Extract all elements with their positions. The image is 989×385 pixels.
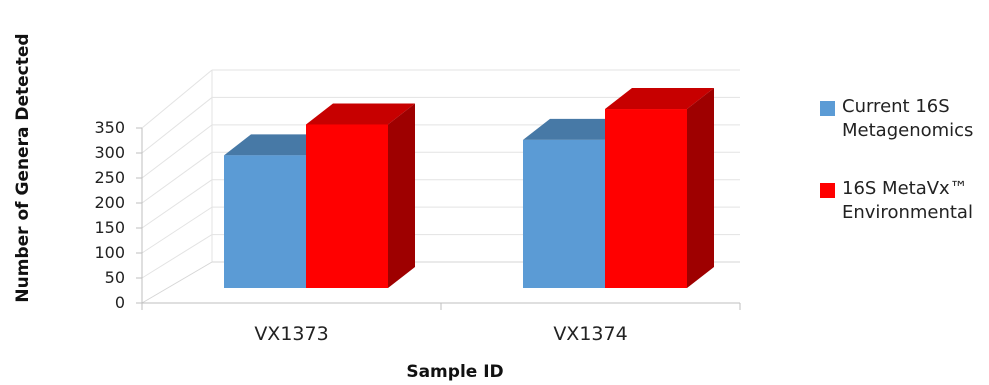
- y-axis-title: Number of Genera Detected: [13, 33, 33, 302]
- gridline-side-250: [141, 124, 213, 179]
- bars: [224, 88, 714, 289]
- legend-swatch-metavx: [820, 183, 835, 198]
- bar-side-16s-metavx-environmental-vx1373: [388, 103, 415, 288]
- bar-front-current-16s-metagenomics-vx1373: [224, 155, 306, 288]
- y-tick-label-0: 0: [115, 293, 125, 312]
- y-tick-label-150: 150: [94, 218, 125, 237]
- gridline-side-300: [141, 97, 213, 154]
- legend-item-metavx: 16S MetaVx™ Environmental: [820, 177, 985, 225]
- bar-top-16s-metavx-environmental-vx1373: [306, 103, 415, 125]
- y-tick-label-50: 50: [105, 268, 125, 287]
- floor-edge: [141, 261, 213, 304]
- bar-front-current-16s-metagenomics-vx1374: [523, 139, 605, 288]
- gridline-side-200: [141, 151, 213, 204]
- gridline-side-350: [141, 69, 213, 129]
- bar-16s-metavx-environmental-vx1374: [605, 88, 714, 289]
- bar-side-16s-metavx-environmental-vx1374: [687, 88, 714, 289]
- legend-label-current-16s: Current 16S Metagenomics: [842, 96, 974, 141]
- x-tick-label-vx1374: VX1374: [553, 323, 627, 345]
- bar-front-16s-metavx-environmental-vx1373: [306, 124, 388, 288]
- y-tick-label-100: 100: [94, 243, 125, 262]
- bar-front-16s-metavx-environmental-vx1374: [605, 109, 687, 289]
- bar-top-current-16s-metagenomics-vx1374: [523, 118, 632, 140]
- legend-item-current-16s: Current 16S Metagenomics: [820, 95, 985, 143]
- gridline-side-150: [141, 179, 213, 229]
- legend: Current 16S Metagenomics 16S MetaVx™ Env…: [820, 95, 985, 259]
- axis-labels: 0 50 100 150 200 250 300 350 VX1373 VX1374 Sample …: [13, 33, 628, 382]
- x-axis-title: Sample ID: [406, 362, 503, 382]
- gridline-side-100: [141, 206, 213, 254]
- x-tick-label-vx1373: VX1373: [254, 323, 328, 345]
- legend-swatch-current-16s: [820, 101, 835, 116]
- bar-16s-metavx-environmental-vx1373: [306, 103, 415, 288]
- bar-top-16s-metavx-environmental-vx1374: [605, 88, 714, 110]
- y-tick-label-300: 300: [94, 143, 125, 162]
- legend-label-metavx: 16S MetaVx™ Environmental: [842, 178, 973, 223]
- y-tick-label-250: 250: [94, 168, 125, 187]
- gridline-side-50: [141, 234, 213, 279]
- y-tick-label-200: 200: [94, 193, 125, 212]
- bar-top-current-16s-metagenomics-vx1373: [224, 134, 333, 156]
- y-tick-label-350: 350: [94, 118, 125, 137]
